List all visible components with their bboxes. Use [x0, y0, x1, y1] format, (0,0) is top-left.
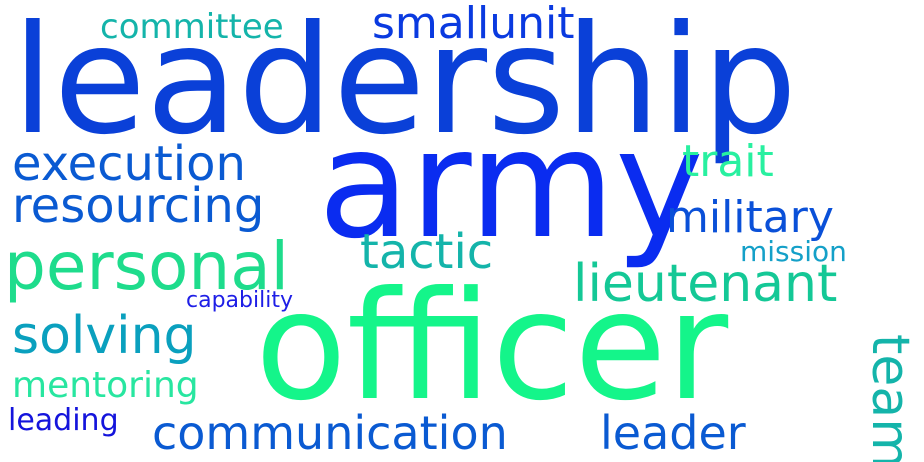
word-mission: mission: [740, 235, 847, 268]
word-mentoring: mentoring: [12, 365, 199, 406]
word-army: army: [318, 98, 704, 272]
word-capability: capability: [186, 288, 293, 313]
word-trait: trait: [682, 136, 774, 187]
word-military: military: [666, 192, 834, 243]
word-resourcing: resourcing: [12, 178, 265, 234]
word-smallunit: smallunit: [372, 0, 575, 49]
word-officer: officer: [255, 260, 729, 434]
word-execution: execution: [12, 136, 246, 192]
word-personal: personal: [4, 228, 290, 305]
word-leadership: leadership: [12, 0, 798, 168]
word-leading: leading: [8, 403, 119, 438]
word-tactic: tactic: [360, 224, 494, 280]
word-leader: leader: [600, 406, 746, 460]
word-lieutenant: lieutenant: [573, 254, 838, 314]
word-committee: committee: [100, 7, 284, 47]
word-solving: solving: [12, 306, 197, 366]
word-team: team: [860, 334, 920, 462]
word-communication: communication: [152, 406, 508, 460]
